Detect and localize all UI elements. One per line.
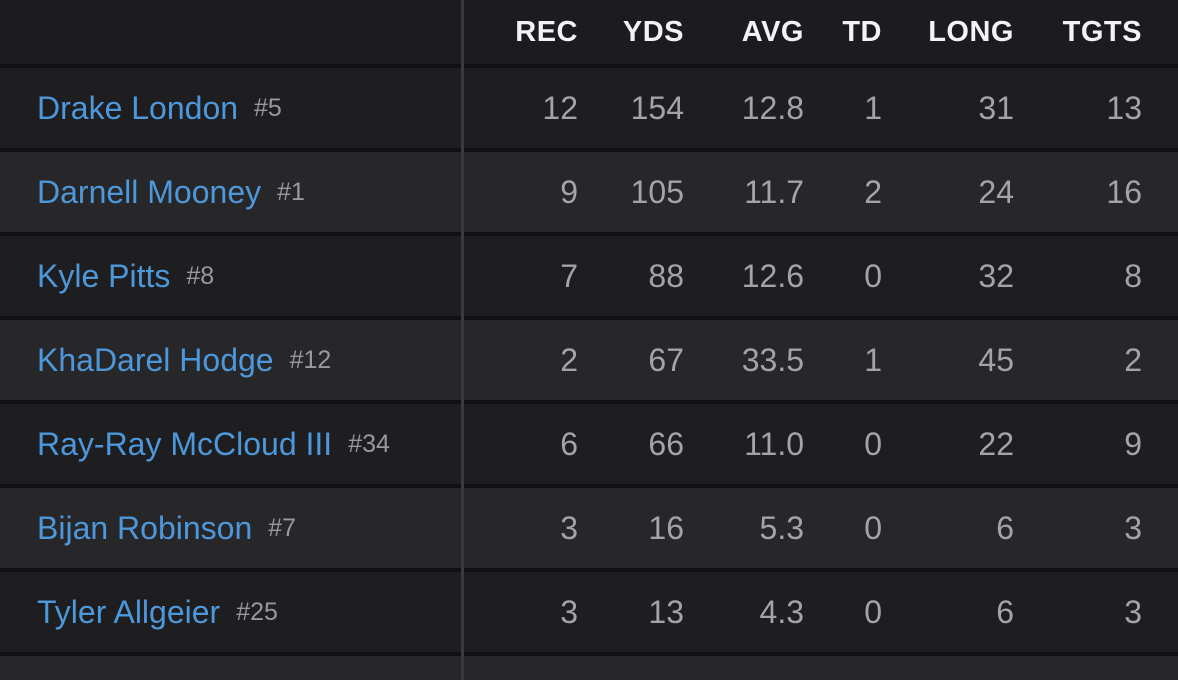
- yds-value: 88: [648, 257, 684, 294]
- player-name-link[interactable]: Darnell Mooney: [37, 173, 262, 210]
- jersey-number: #1: [277, 177, 305, 206]
- row-separator: [0, 232, 1178, 236]
- jersey-number: #25: [236, 597, 278, 626]
- row-separator: [0, 652, 1178, 656]
- yds-value: 13: [648, 593, 684, 630]
- row-separator: [0, 148, 1178, 152]
- tgts-value: 3: [1124, 593, 1142, 630]
- player-cell: Kyle Pitts #8: [37, 236, 214, 316]
- long-value: 45: [978, 341, 1014, 378]
- header-avg[interactable]: AVG: [741, 15, 804, 48]
- rec-value: 6: [560, 425, 578, 462]
- avg-value: 12.8: [741, 89, 804, 126]
- player-cell: Tyler Allgeier #25: [37, 572, 278, 652]
- player-name-link[interactable]: Kyle Pitts: [37, 257, 171, 294]
- long-value: 6: [996, 509, 1014, 546]
- avg-value: 11.0: [744, 425, 804, 462]
- header-tgts[interactable]: TGTS: [1062, 15, 1142, 48]
- td-value: 0: [864, 425, 882, 462]
- long-value: 32: [978, 257, 1014, 294]
- yds-value: 16: [648, 509, 684, 546]
- tgts-value: 13: [1106, 89, 1142, 126]
- table-row: KhaDarel Hodge #12 2 67 33.5 1 45 2: [0, 320, 1178, 400]
- avg-value: 5.3: [759, 509, 804, 546]
- table-row: Ray-Ray McCloud III #34 6 66 11.0 0 22 9: [0, 404, 1178, 484]
- td-value: 0: [864, 509, 882, 546]
- rec-value: 3: [560, 593, 578, 630]
- yds-value: 67: [648, 341, 684, 378]
- tgts-value: 8: [1124, 257, 1142, 294]
- yds-value: 154: [630, 89, 684, 126]
- table-row: Tyler Allgeier #25 3 13 4.3 0 6 3: [0, 572, 1178, 652]
- row-separator: [0, 484, 1178, 488]
- yds-value: 105: [630, 173, 684, 210]
- row-separator: [0, 316, 1178, 320]
- rec-value: 7: [560, 257, 578, 294]
- table-header: REC YDS AVG TD LONG TGTS: [0, 0, 1178, 64]
- rec-value: 3: [560, 509, 578, 546]
- player-name-link[interactable]: Drake London: [37, 89, 239, 126]
- player-name-link[interactable]: Bijan Robinson: [37, 509, 253, 546]
- tgts-value: 3: [1124, 509, 1142, 546]
- rec-value: 9: [560, 173, 578, 210]
- avg-value: 11.7: [744, 173, 804, 210]
- player-cell: Darnell Mooney #1: [37, 152, 305, 232]
- td-value: 1: [864, 89, 882, 126]
- avg-value: 33.5: [741, 341, 804, 378]
- yds-value: 66: [648, 425, 684, 462]
- tgts-value: 2: [1124, 341, 1142, 378]
- table-row: [0, 656, 1178, 680]
- long-value: 22: [978, 425, 1014, 462]
- td-value: 2: [864, 173, 882, 210]
- table-row: Kyle Pitts #8 7 88 12.6 0 32 8: [0, 236, 1178, 316]
- jersey-number: #12: [289, 345, 332, 374]
- player-cell: Drake London #5: [37, 68, 282, 148]
- jersey-number: #7: [268, 513, 297, 542]
- tgts-value: 16: [1106, 173, 1142, 210]
- player-name-link[interactable]: Ray-Ray McCloud III: [37, 425, 333, 462]
- avg-value: 12.6: [741, 257, 804, 294]
- player-name-link[interactable]: Tyler Allgeier: [37, 593, 221, 630]
- row-separator: [0, 568, 1178, 572]
- avg-value: 4.3: [759, 593, 804, 630]
- rec-value: 12: [542, 89, 578, 126]
- header-rec[interactable]: REC: [515, 15, 578, 48]
- player-cell: Bijan Robinson #7: [37, 488, 296, 568]
- column-divider: [461, 0, 464, 680]
- tgts-value: 9: [1124, 425, 1142, 462]
- td-value: 0: [864, 257, 882, 294]
- td-value: 0: [864, 593, 882, 630]
- jersey-number: #34: [348, 429, 390, 458]
- header-td[interactable]: TD: [842, 15, 882, 48]
- jersey-number: #8: [186, 261, 215, 290]
- rec-value: 2: [560, 341, 578, 378]
- long-value: 24: [978, 173, 1014, 210]
- td-value: 1: [864, 341, 882, 378]
- table-row: Bijan Robinson #7 3 16 5.3 0 6 3: [0, 488, 1178, 568]
- header-long[interactable]: LONG: [928, 15, 1014, 48]
- row-separator: [0, 400, 1178, 404]
- table-row: Drake London #5 12 154 12.8 1 31 13: [0, 68, 1178, 148]
- player-name-link[interactable]: KhaDarel Hodge: [37, 341, 274, 378]
- jersey-number: #5: [254, 93, 282, 122]
- player-cell: KhaDarel Hodge #12: [37, 320, 331, 400]
- header-yds[interactable]: YDS: [622, 15, 684, 48]
- row-separator: [0, 64, 1178, 68]
- long-value: 31: [978, 89, 1014, 126]
- table-row: Darnell Mooney #1 9 105 11.7 2 24 16: [0, 152, 1178, 232]
- player-cell: Ray-Ray McCloud III #34: [37, 404, 390, 484]
- long-value: 6: [996, 593, 1014, 630]
